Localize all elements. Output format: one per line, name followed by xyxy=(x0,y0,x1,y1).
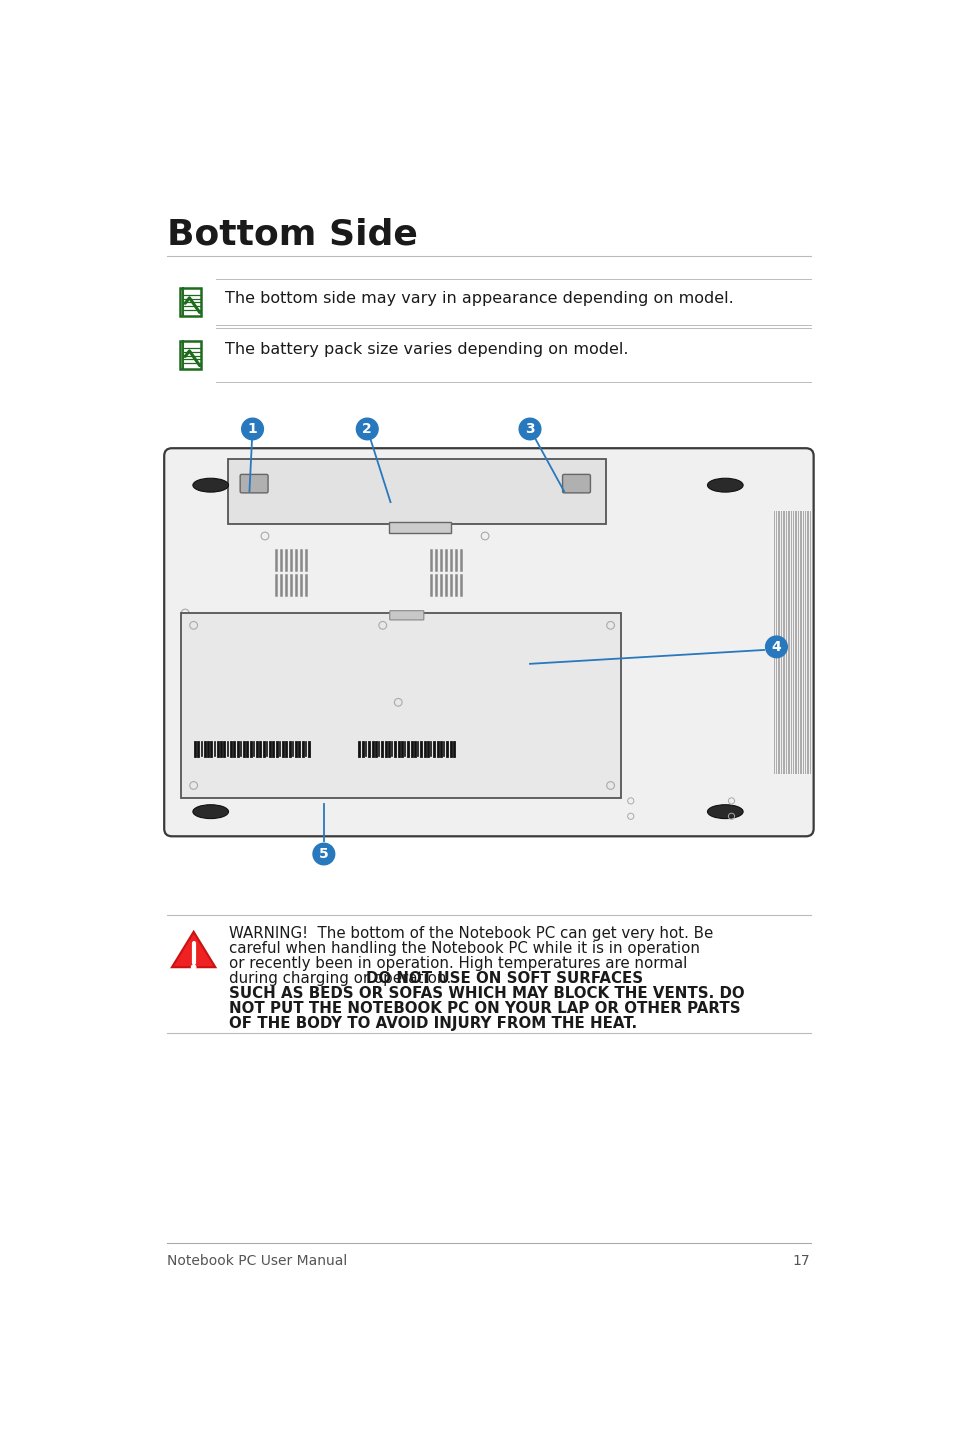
Ellipse shape xyxy=(707,479,742,492)
Text: WARNING!  The bottom of the Notebook PC can get very hot. Be: WARNING! The bottom of the Notebook PC c… xyxy=(229,926,713,940)
FancyBboxPatch shape xyxy=(179,341,201,370)
Circle shape xyxy=(356,418,377,440)
Text: OF THE BODY TO AVOID INJURY FROM THE HEAT.: OF THE BODY TO AVOID INJURY FROM THE HEA… xyxy=(229,1015,637,1031)
FancyBboxPatch shape xyxy=(389,522,451,533)
FancyBboxPatch shape xyxy=(240,475,268,493)
Text: 4: 4 xyxy=(771,640,781,654)
Circle shape xyxy=(241,418,263,440)
Text: 1: 1 xyxy=(248,421,257,436)
Circle shape xyxy=(765,636,786,657)
FancyBboxPatch shape xyxy=(164,449,813,837)
FancyBboxPatch shape xyxy=(390,611,423,620)
Circle shape xyxy=(313,843,335,864)
Polygon shape xyxy=(172,932,215,968)
FancyBboxPatch shape xyxy=(181,613,620,798)
Text: 3: 3 xyxy=(525,421,535,436)
Circle shape xyxy=(518,418,540,440)
FancyBboxPatch shape xyxy=(179,288,201,316)
Circle shape xyxy=(192,965,195,969)
Ellipse shape xyxy=(193,479,229,492)
FancyBboxPatch shape xyxy=(562,475,590,493)
Text: 2: 2 xyxy=(362,421,372,436)
Text: during charging or operation.: during charging or operation. xyxy=(229,971,456,985)
Text: The battery pack size varies depending on model.: The battery pack size varies depending o… xyxy=(224,342,627,357)
Text: The bottom side may vary in appearance depending on model.: The bottom side may vary in appearance d… xyxy=(224,290,733,306)
Ellipse shape xyxy=(707,805,742,818)
Text: 17: 17 xyxy=(792,1254,810,1268)
Text: Notebook PC User Manual: Notebook PC User Manual xyxy=(167,1254,347,1268)
Text: 5: 5 xyxy=(318,847,329,861)
Text: NOT PUT THE NOTEBOOK PC ON YOUR LAP OR OTHER PARTS: NOT PUT THE NOTEBOOK PC ON YOUR LAP OR O… xyxy=(229,1001,740,1015)
Text: or recently been in operation. High temperatures are normal: or recently been in operation. High temp… xyxy=(229,956,687,971)
FancyBboxPatch shape xyxy=(228,459,605,523)
Text: careful when handling the Notebook PC while it is in operation: careful when handling the Notebook PC wh… xyxy=(229,940,700,956)
Text: SUCH AS BEDS OR SOFAS WHICH MAY BLOCK THE VENTS. DO: SUCH AS BEDS OR SOFAS WHICH MAY BLOCK TH… xyxy=(229,985,744,1001)
Text: DO NOT USE ON SOFT SURFACES: DO NOT USE ON SOFT SURFACES xyxy=(366,971,642,985)
Text: Bottom Side: Bottom Side xyxy=(167,217,417,252)
Ellipse shape xyxy=(193,805,229,818)
